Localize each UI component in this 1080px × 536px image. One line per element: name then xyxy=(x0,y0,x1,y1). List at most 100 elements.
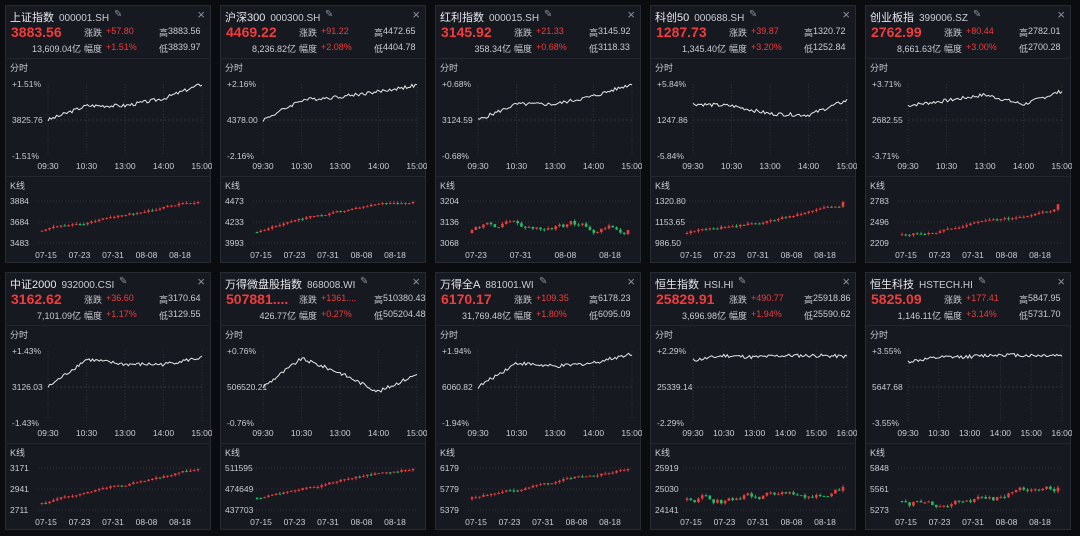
time-tick: 09:30 xyxy=(252,161,274,171)
close-icon[interactable]: × xyxy=(412,274,420,289)
candle-body xyxy=(988,219,991,221)
edit-icon[interactable]: ✎ xyxy=(119,276,128,287)
kline-chart: 5848 5561 5273 07-15 07-23 07-31 08-08 08-18 xyxy=(870,463,1062,527)
index-panel[interactable]: 创业板指 399006.SZ ✎ × 2762.99 8,661.63亿 涨跌 幅度 高低 +80… xyxy=(865,5,1072,263)
candle-body xyxy=(1045,486,1048,489)
close-icon[interactable]: × xyxy=(842,7,850,22)
candle-body xyxy=(708,228,712,230)
low-value: 3118.33 xyxy=(598,42,630,52)
index-panel[interactable]: 上证指数 000001.SH ✎ × 3883.56 13,609.04亿 涨跌 幅度 高低 +5… xyxy=(5,5,212,263)
intraday-label: 分时 xyxy=(440,63,459,73)
kline-date-tick: 08-08 xyxy=(781,250,803,260)
turnover-value: 1,345.40亿 xyxy=(681,44,726,54)
panel-title-bar: 万得微盘股指数 868008.WI ✎ × xyxy=(221,273,425,292)
panel-title-bar: 恒生科技 HSTECH.HI ✎ × xyxy=(866,273,1070,292)
candle-body xyxy=(796,494,799,496)
index-panel[interactable]: 红利指数 000015.SH ✎ × 3145.92 358.34亿 涨跌 幅度 高低 +21.3… xyxy=(435,5,642,263)
change-value: +177.41 xyxy=(966,293,999,303)
kline-date-tick: 07-23 xyxy=(499,517,521,527)
candle-body xyxy=(535,485,538,487)
low-label: 低 xyxy=(589,44,599,54)
time-tick: 13:00 xyxy=(114,161,136,171)
candle-body xyxy=(923,233,927,235)
close-icon[interactable]: × xyxy=(197,274,205,289)
index-panel[interactable]: 科创50 000688.SH ✎ × 1287.73 1,345.40亿 涨跌 幅度 高低 +39… xyxy=(650,5,857,263)
candle-body xyxy=(385,472,388,474)
edit-icon[interactable]: ✎ xyxy=(114,9,123,20)
index-name-text: 科创50 xyxy=(655,12,690,24)
candle-body xyxy=(1007,493,1010,498)
close-icon[interactable]: × xyxy=(627,274,635,289)
candle-body xyxy=(931,501,934,505)
edit-icon[interactable]: ✎ xyxy=(749,9,758,20)
candle-body xyxy=(154,477,158,479)
time-tick: 10:30 xyxy=(76,161,98,171)
candle-body xyxy=(950,504,953,507)
intraday-bottom-tick: -0.76% xyxy=(227,418,254,428)
edit-icon[interactable]: ✎ xyxy=(978,276,987,287)
candle-body xyxy=(489,222,493,225)
high-value: 3145.92 xyxy=(598,26,631,36)
candle-body xyxy=(1056,204,1060,210)
edit-icon[interactable]: ✎ xyxy=(539,276,548,287)
candle-body xyxy=(396,471,400,473)
close-icon[interactable]: × xyxy=(627,7,635,22)
candle-body xyxy=(55,498,59,501)
candle-body xyxy=(270,494,274,496)
candle-body xyxy=(1022,216,1026,218)
intraday-mid-tick: 6060.82 xyxy=(442,382,473,392)
low-value: 3839.97 xyxy=(168,42,201,52)
candle-body xyxy=(366,474,369,476)
close-icon[interactable]: × xyxy=(197,7,205,22)
index-name: 万得微盘股指数 868008.WI xyxy=(225,276,355,292)
close-icon[interactable]: × xyxy=(1057,274,1065,289)
index-panel[interactable]: 恒生科技 HSTECH.HI ✎ × 5825.09 1,146.11亿 涨跌 幅度 高低 +17… xyxy=(865,272,1072,530)
edit-icon[interactable]: ✎ xyxy=(738,276,747,287)
time-tick: 09:30 xyxy=(682,161,704,171)
candle-body xyxy=(289,221,293,223)
index-panel[interactable]: 沪深300 000300.SH ✎ × 4469.22 8,236.82亿 涨跌 幅度 高低 +9… xyxy=(220,5,427,263)
close-icon[interactable]: × xyxy=(1057,7,1065,22)
candle-body xyxy=(331,212,335,214)
candle-body xyxy=(327,482,331,485)
kline-price-tick: 3884 xyxy=(10,196,29,206)
index-name: 恒生科技 HSTECH.HI xyxy=(870,276,973,292)
kline-date-tick: 07-31 xyxy=(747,250,769,260)
edit-icon[interactable]: ✎ xyxy=(325,9,334,20)
candle-body xyxy=(93,490,97,492)
candle-body xyxy=(803,212,807,215)
index-panel[interactable]: 中证2000 932000.CSI ✎ × 3162.62 7,101.09亿 涨跌 幅度 高低… xyxy=(5,272,212,530)
candle-body xyxy=(185,471,188,473)
index-panel[interactable]: 万得微盘股指数 868008.WI ✎ × 507881.... 426.77亿 涨跌 幅度 高… xyxy=(220,272,427,530)
close-icon[interactable]: × xyxy=(412,7,420,22)
intraday-mid-tick: 3124.59 xyxy=(442,115,473,125)
kline-price-tick: 5273 xyxy=(870,505,889,515)
candle-body xyxy=(834,489,837,494)
intraday-line xyxy=(262,83,418,122)
candle-body xyxy=(727,498,731,501)
index-panel[interactable]: 万得全A 881001.WI ✎ × 6170.17 31,769.48亿 涨跌 幅度 高低 +1… xyxy=(435,272,642,530)
candle-body xyxy=(305,217,308,220)
candle-body xyxy=(931,232,934,234)
edit-icon[interactable]: ✎ xyxy=(973,9,982,20)
index-panel[interactable]: 恒生指数 HSI.HI ✎ × 25829.91 3,696.98亿 涨跌 幅度 高低 +490.… xyxy=(650,272,857,530)
last-price: 507881.... xyxy=(226,291,289,307)
index-name: 科创50 000688.SH xyxy=(655,9,744,25)
candle-body xyxy=(934,504,938,507)
candle-body xyxy=(584,476,588,478)
candle-body xyxy=(132,213,135,215)
candle-body xyxy=(600,473,603,476)
candle-body xyxy=(316,486,320,488)
kline-label: K线 xyxy=(870,448,886,458)
close-icon[interactable]: × xyxy=(842,274,850,289)
kline-price-tick: 1320.80 xyxy=(655,196,686,206)
divider xyxy=(6,58,210,59)
time-tick: 15:00 xyxy=(191,428,212,438)
intraday-line xyxy=(47,83,203,122)
edit-icon[interactable]: ✎ xyxy=(544,9,553,20)
kline-chart: 511595 474649 437703 07-15 07-23 07-31 08-08 08… xyxy=(225,463,417,527)
edit-icon[interactable]: ✎ xyxy=(360,276,369,287)
kline-date-tick: 07-31 xyxy=(317,517,339,527)
candle-body xyxy=(822,495,826,497)
candle-body xyxy=(493,493,497,495)
